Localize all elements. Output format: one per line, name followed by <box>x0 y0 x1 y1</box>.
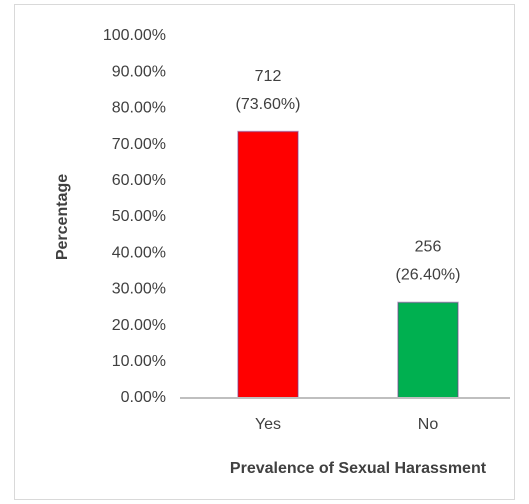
bar <box>237 130 299 399</box>
y-tick-label: 50.00% <box>112 208 166 225</box>
y-tick-label: 40.00% <box>112 244 166 261</box>
x-tick-label: Yes <box>255 416 281 433</box>
bar <box>397 301 459 399</box>
y-tick-label: 70.00% <box>112 136 166 153</box>
value-label: (26.40%) <box>396 267 461 284</box>
y-tick-label: 30.00% <box>112 281 166 298</box>
count-label: 256 <box>415 239 442 256</box>
y-tick-label: 0.00% <box>121 389 166 406</box>
x-tick-label: No <box>418 416 439 433</box>
y-tick-label: 90.00% <box>112 63 166 80</box>
y-tick-label: 10.00% <box>112 353 166 370</box>
x-axis-label: Prevalence of Sexual Harassment <box>230 460 487 477</box>
y-tick-label: 100.00% <box>103 27 166 44</box>
value-label: (73.60%) <box>236 96 301 113</box>
y-tick-label: 60.00% <box>112 172 166 189</box>
count-label: 712 <box>255 68 282 85</box>
y-tick-label: 20.00% <box>112 317 166 334</box>
y-tick-label: 80.00% <box>112 100 166 117</box>
y-axis-label: Percentage <box>54 174 71 260</box>
